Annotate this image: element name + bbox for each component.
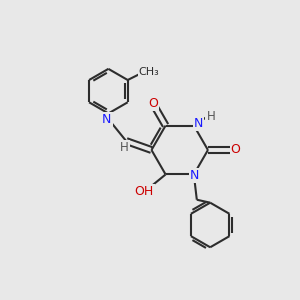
Text: H: H (120, 141, 129, 154)
Text: N: N (194, 117, 203, 130)
Text: N: N (102, 113, 112, 126)
Text: O: O (231, 143, 241, 156)
Text: O: O (148, 97, 158, 110)
Text: OH: OH (134, 185, 154, 198)
Text: N: N (190, 169, 200, 182)
Text: CH₃: CH₃ (139, 67, 160, 77)
Text: H: H (206, 110, 215, 122)
